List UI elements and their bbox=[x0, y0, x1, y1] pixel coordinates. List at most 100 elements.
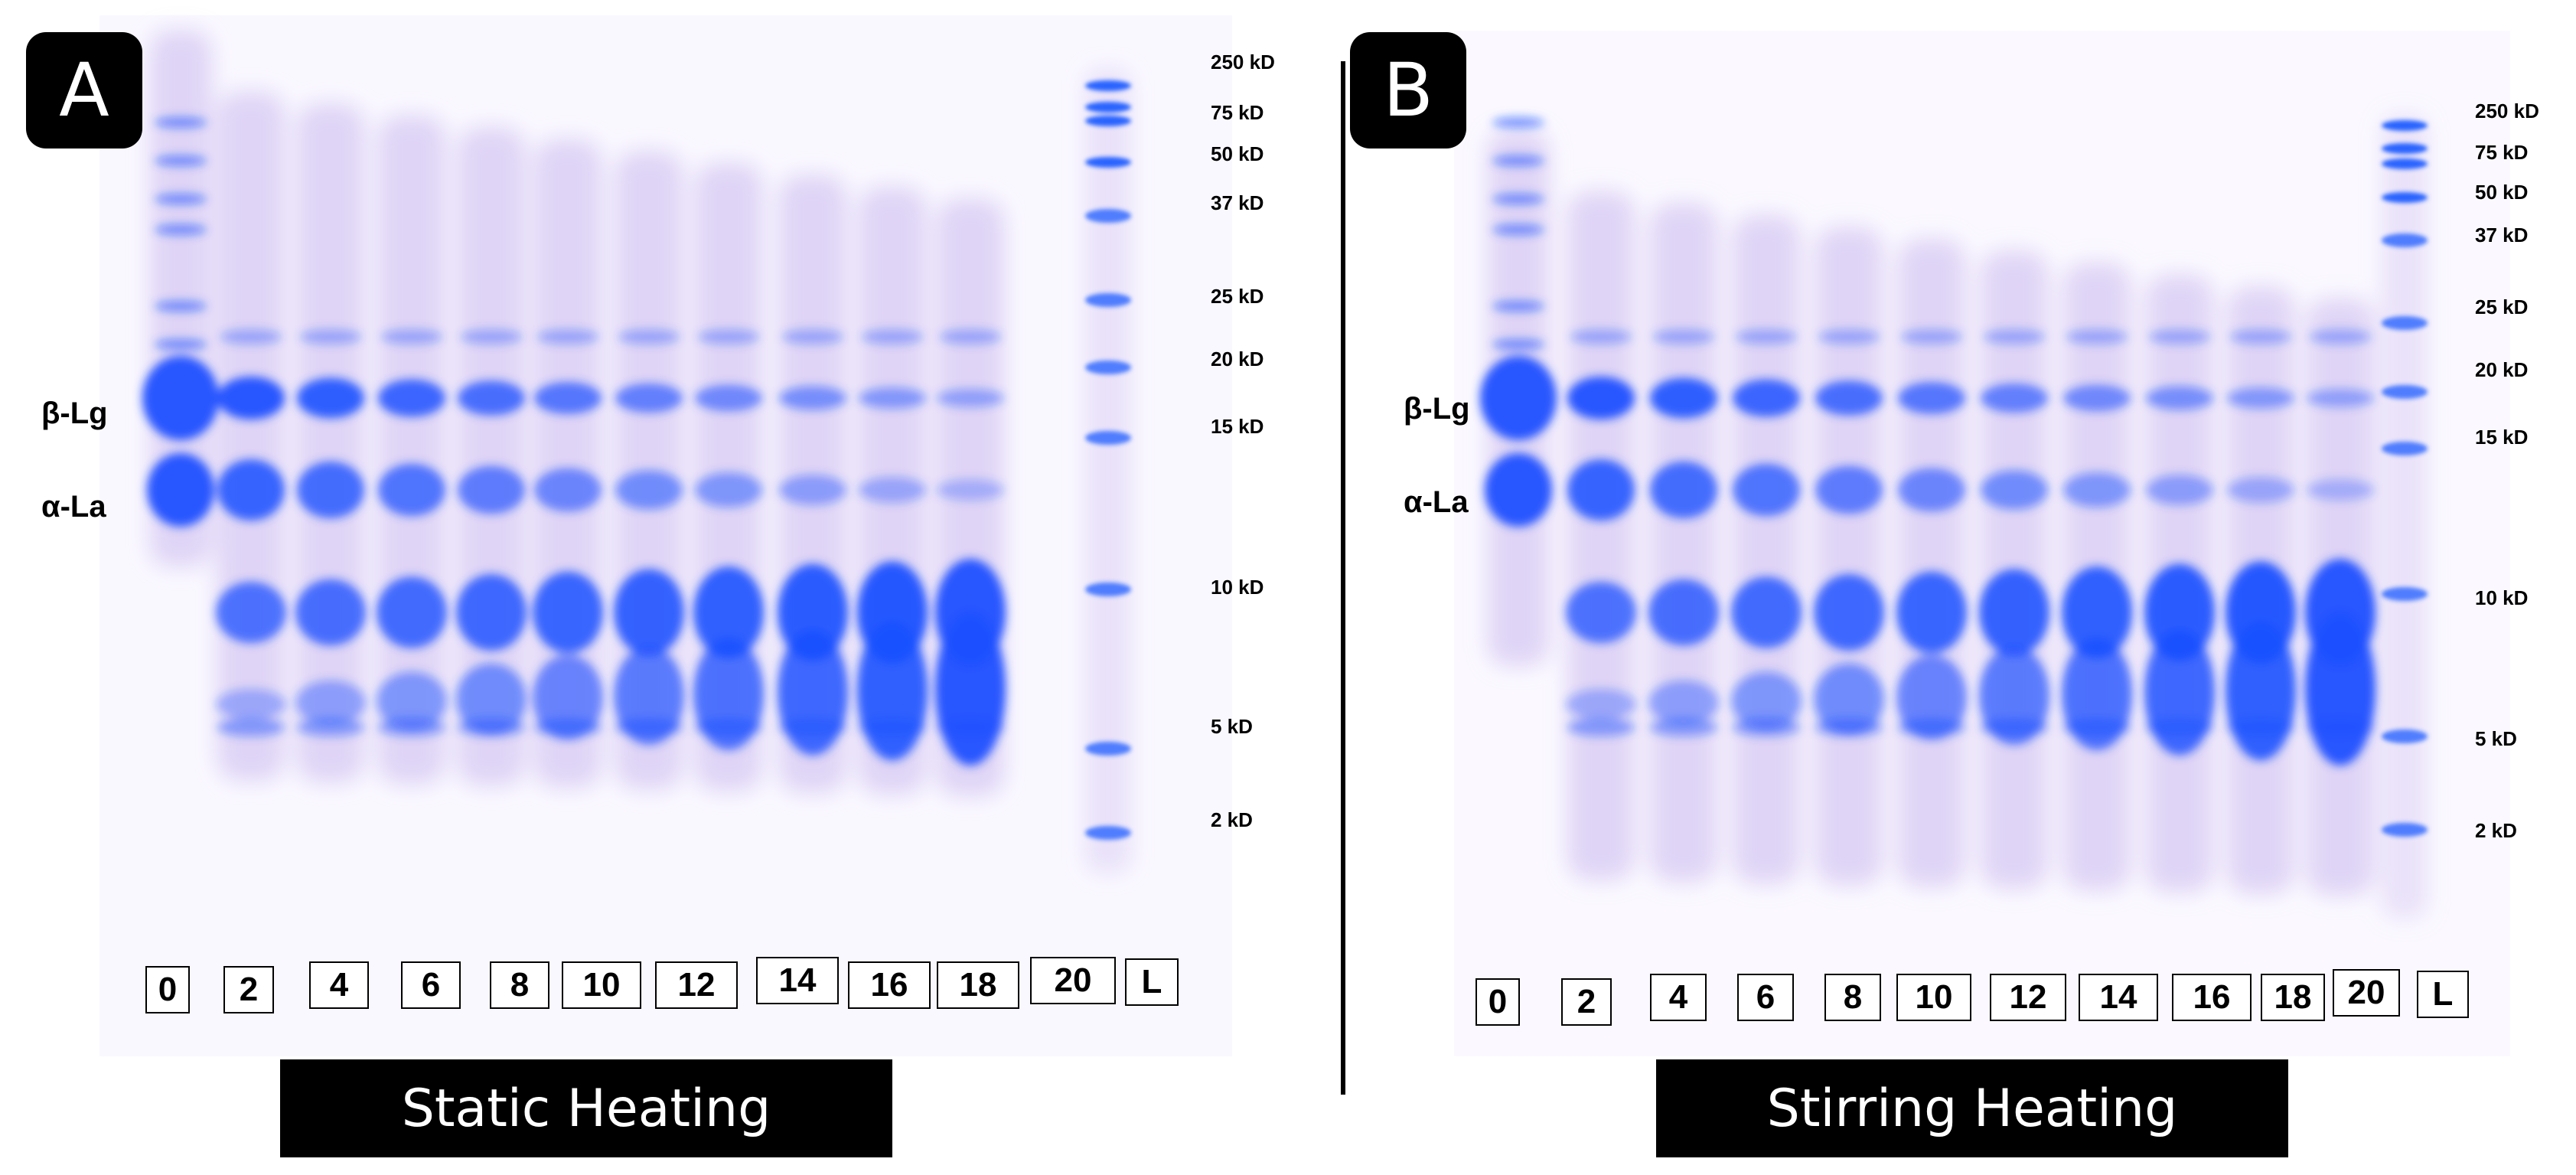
gel-band bbox=[295, 579, 366, 646]
gel-band bbox=[1567, 377, 1635, 419]
gel-band bbox=[1981, 470, 2048, 510]
gel-band bbox=[155, 339, 207, 350]
gel-band bbox=[1898, 468, 1965, 512]
gel-band bbox=[618, 329, 680, 344]
caption-stirring-heating: Stirring Heating bbox=[1656, 1059, 2288, 1157]
gel-band bbox=[615, 383, 683, 413]
gel-band bbox=[297, 461, 364, 519]
gel-band bbox=[295, 680, 366, 725]
gel-band bbox=[378, 463, 445, 517]
gel-band bbox=[534, 718, 602, 736]
gel-band bbox=[1492, 117, 1544, 128]
gel-band bbox=[614, 569, 684, 656]
gel-band bbox=[533, 571, 603, 654]
gel-band bbox=[1733, 463, 1800, 517]
gel-band bbox=[533, 654, 603, 740]
gel-lane-smear bbox=[1567, 191, 1635, 880]
gel-band bbox=[2382, 729, 2428, 743]
gel-band bbox=[1492, 339, 1544, 350]
gel-band bbox=[2382, 442, 2428, 455]
gel-band bbox=[1480, 356, 1557, 440]
gel-lane-smear bbox=[1733, 215, 1800, 884]
gel-band bbox=[2146, 475, 2213, 505]
gel-band bbox=[779, 386, 846, 410]
gel-band bbox=[1648, 579, 1719, 646]
mw-marker: 37 kD bbox=[2475, 224, 2529, 246]
gel-band bbox=[534, 468, 602, 512]
gel-band bbox=[1898, 382, 1965, 414]
mw-marker: 5 kD bbox=[2475, 727, 2517, 750]
gel-band bbox=[1901, 329, 1962, 344]
gel-band bbox=[1085, 361, 1131, 374]
mw-marker: 37 kD bbox=[1211, 191, 1264, 214]
lane-label: 6 bbox=[1737, 974, 1794, 1021]
alpha-la-label: α-La bbox=[1404, 485, 1469, 519]
lane-label: L bbox=[2417, 971, 2469, 1018]
gel-band bbox=[779, 718, 846, 736]
gel-band bbox=[217, 377, 285, 419]
mw-marker: 20 kD bbox=[2475, 358, 2529, 381]
gel-band bbox=[2227, 477, 2294, 503]
gel-band bbox=[2382, 120, 2428, 131]
mw-marker: 25 kD bbox=[2475, 295, 2529, 318]
beta-lg-label: β-Lg bbox=[41, 397, 108, 430]
mw-marker: 5 kD bbox=[1211, 715, 1253, 738]
gel-band bbox=[695, 472, 762, 508]
gel-band bbox=[216, 582, 286, 643]
gel-band bbox=[693, 566, 764, 658]
lane-label: 20 bbox=[1030, 957, 1116, 1004]
gel-band bbox=[1085, 80, 1131, 91]
mw-marker: 2 kD bbox=[2475, 819, 2517, 842]
mw-marker: 50 kD bbox=[2475, 181, 2529, 204]
gel-band bbox=[1085, 209, 1131, 223]
gel-band bbox=[615, 718, 683, 736]
gel-band bbox=[1979, 569, 2049, 656]
gel-band bbox=[2227, 718, 2294, 736]
gel-band bbox=[2382, 385, 2428, 399]
gel-lane-smear bbox=[2382, 115, 2428, 919]
gel-band bbox=[2146, 386, 2213, 410]
gel-band bbox=[377, 576, 447, 648]
gel-band bbox=[1085, 583, 1131, 596]
gel-band bbox=[155, 224, 207, 235]
gel-band bbox=[1736, 329, 1797, 344]
gel-band bbox=[857, 621, 928, 761]
gel-band bbox=[2225, 621, 2296, 761]
lane-label: 12 bbox=[655, 961, 738, 1009]
mw-marker: 75 kD bbox=[1211, 101, 1264, 124]
gel-band bbox=[937, 479, 1004, 501]
mw-marker: 25 kD bbox=[1211, 285, 1264, 308]
gel-band bbox=[859, 387, 926, 409]
gel-band bbox=[458, 465, 525, 514]
gel-band bbox=[381, 329, 442, 344]
gel-band bbox=[698, 329, 759, 344]
panel-b: B β-Lg α-La 250 kD 75 kD 50 kD 37 kD 25 … bbox=[1332, 0, 2576, 1175]
lane-label: 8 bbox=[1824, 974, 1881, 1021]
mw-marker: 250 kD bbox=[2475, 100, 2539, 122]
lane-label: 2 bbox=[223, 966, 274, 1013]
gel-band bbox=[2382, 143, 2428, 154]
gel-band bbox=[1733, 718, 1800, 736]
gel-band bbox=[1085, 102, 1131, 113]
gel-band bbox=[2305, 612, 2375, 765]
lane-label: 10 bbox=[562, 961, 641, 1009]
alpha-la-label: α-La bbox=[41, 490, 106, 524]
gel-lane-smear bbox=[1085, 69, 1131, 873]
lane-label: 4 bbox=[1650, 974, 1707, 1021]
gel-band bbox=[859, 718, 926, 736]
gel-band bbox=[1085, 826, 1131, 840]
gel-band bbox=[1896, 654, 1967, 740]
gel-band bbox=[1566, 582, 1636, 643]
gel-band bbox=[297, 718, 364, 736]
gel-band bbox=[2227, 387, 2294, 409]
gel-image-b bbox=[1454, 31, 2510, 1056]
gel-band bbox=[695, 718, 762, 736]
lane-label: 14 bbox=[2079, 974, 2158, 1021]
panel-divider bbox=[1341, 61, 1345, 1095]
gel-band bbox=[1984, 329, 2045, 344]
gel-band bbox=[1085, 293, 1131, 307]
gel-band bbox=[782, 329, 843, 344]
lane-label: 20 bbox=[2333, 969, 2400, 1017]
lane-label: 16 bbox=[848, 961, 931, 1009]
gel-band bbox=[1731, 671, 1802, 730]
